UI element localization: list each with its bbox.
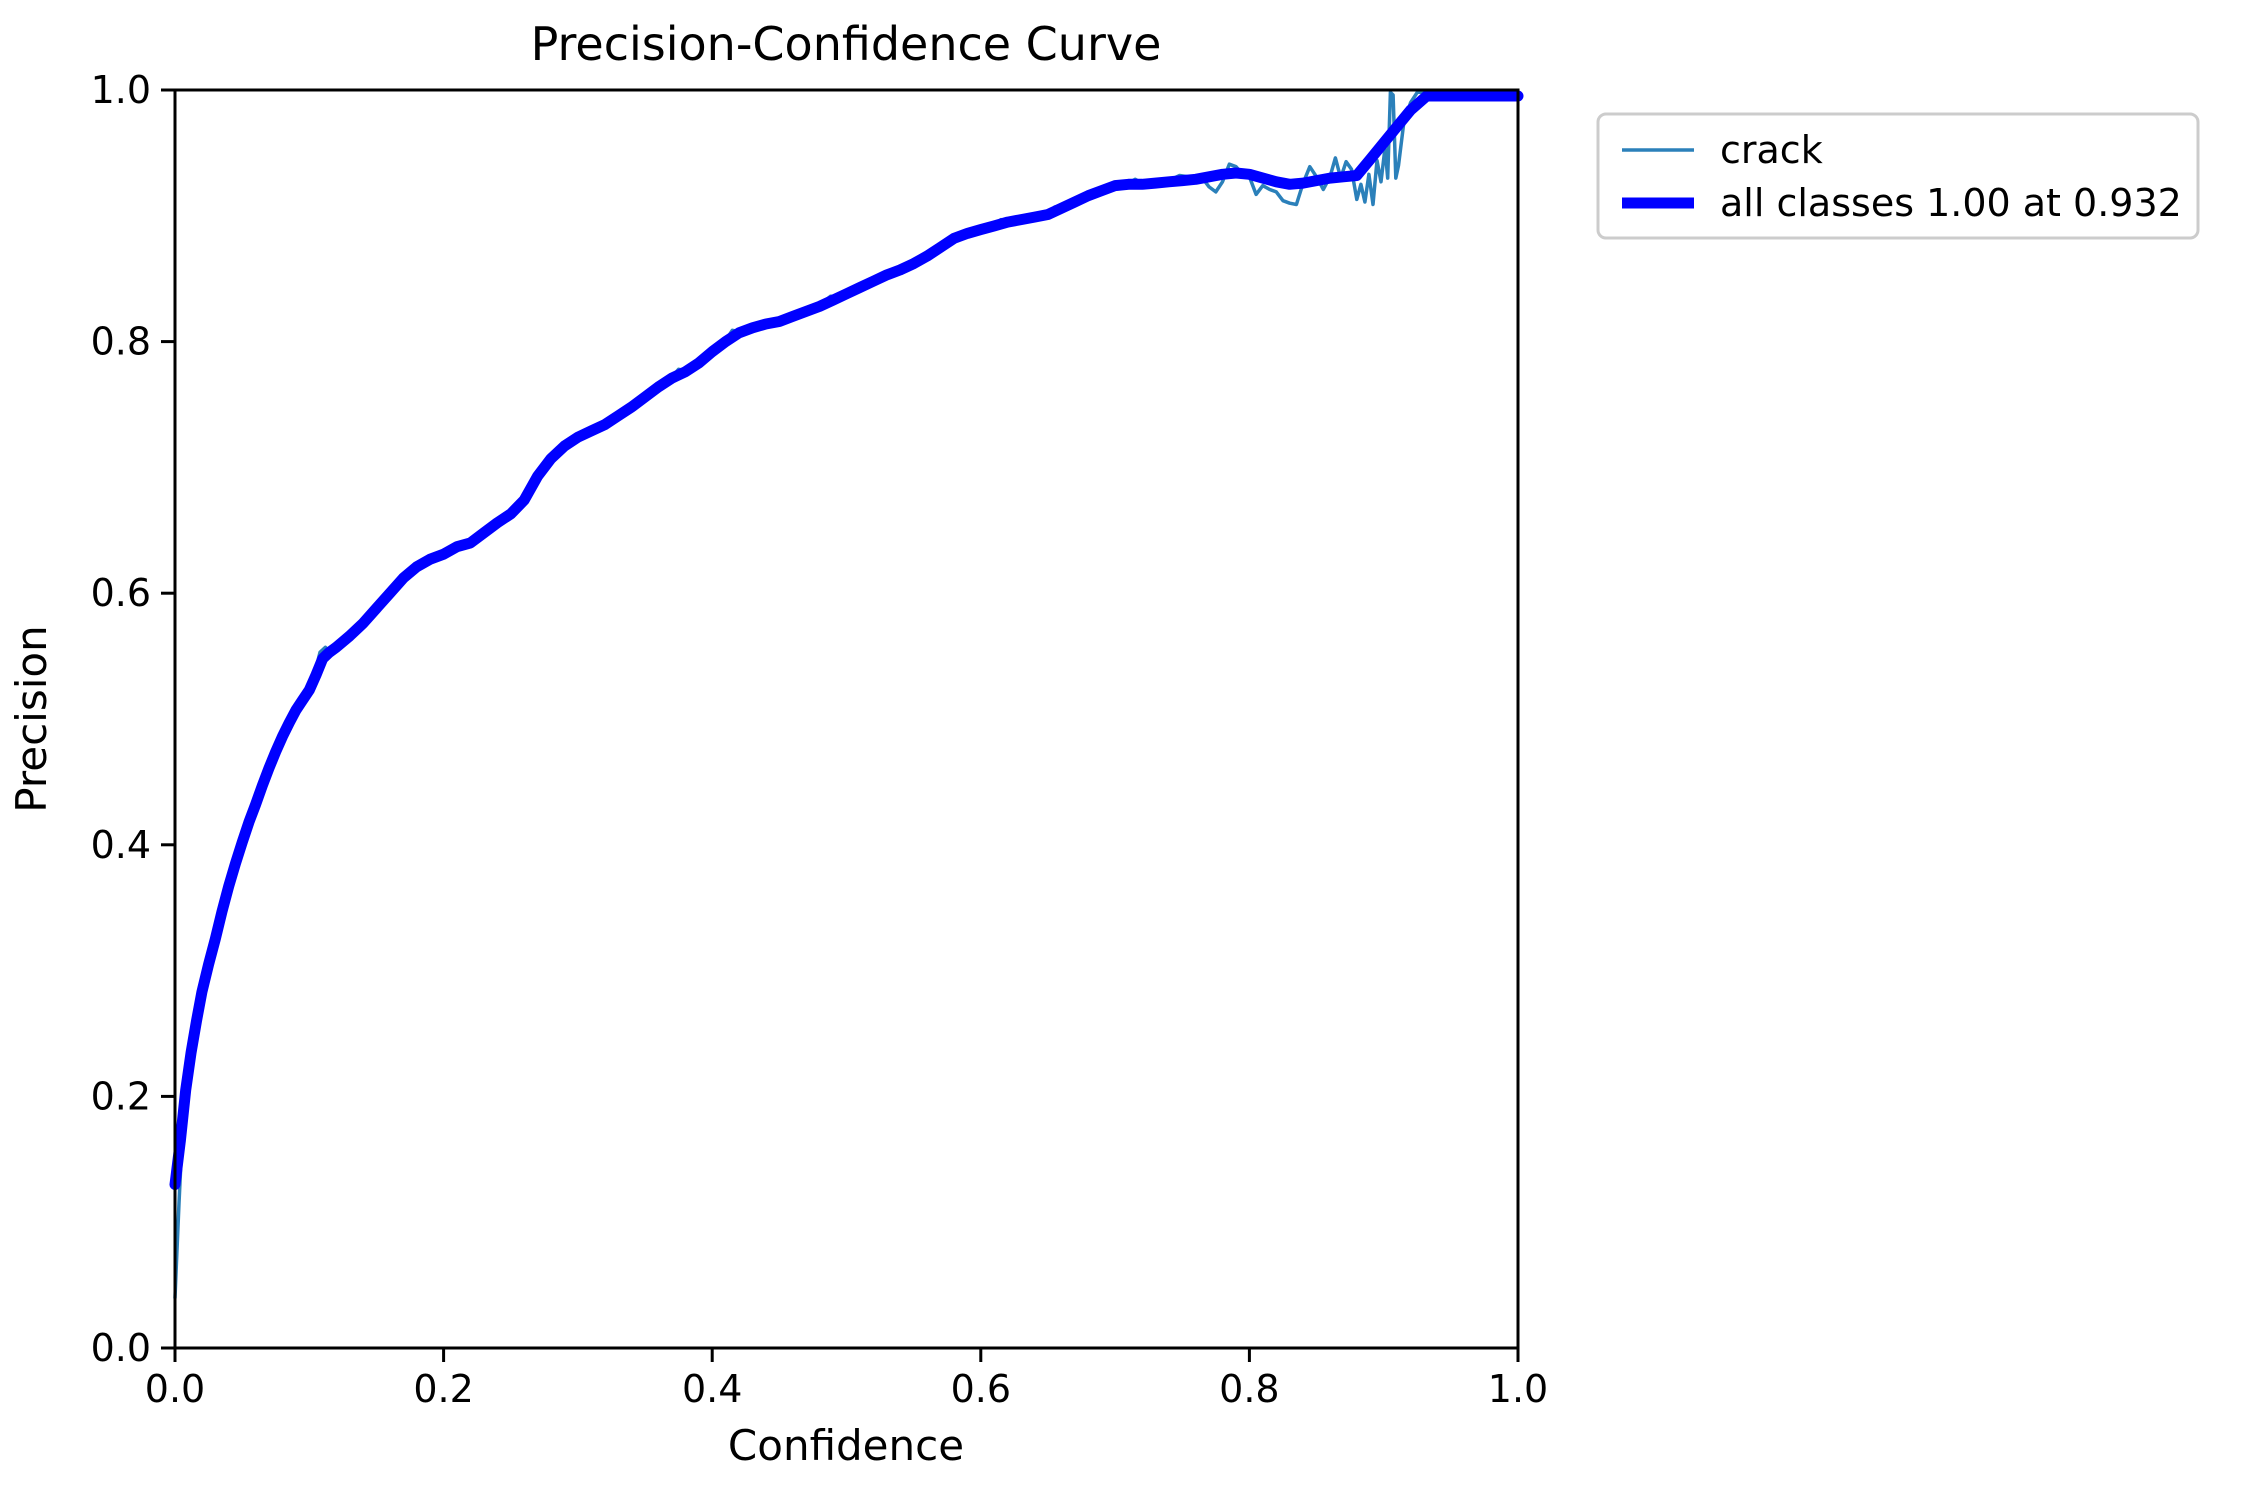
x-axis-label: Confidence — [728, 1421, 964, 1470]
y-axis-label: Precision — [7, 625, 56, 812]
ticks-layer: 0.0 0.2 0.4 0.6 0.8 1.0 0.0 0.2 0.4 0.6 0.8 1.0 — [91, 68, 1549, 1411]
y-tick-label: 0.4 — [91, 823, 151, 867]
legend: crack all classes 1.00 at 0.932 — [1596, 112, 2200, 240]
chart-title: Precision-Confidence Curve — [531, 17, 1162, 71]
legend-label-all-classes: all classes 1.00 at 0.932 — [1720, 181, 2182, 225]
x-tick-label: 0.4 — [682, 1367, 742, 1411]
legend-box — [1596, 112, 2200, 240]
y-tick-label: 0.2 — [91, 1074, 151, 1118]
x-tick-label: 0.6 — [951, 1367, 1011, 1411]
series-layer — [169, 90, 1524, 1300]
y-tick-label: 0.0 — [91, 1326, 151, 1370]
x-tick-label: 0.2 — [413, 1367, 473, 1411]
y-tick-label: 0.8 — [91, 320, 151, 364]
legend-label-crack: crack — [1720, 128, 1823, 172]
x-tick-label: 0.8 — [1219, 1367, 1279, 1411]
plot-border — [173, 88, 1520, 1350]
x-tick-label: 1.0 — [1488, 1367, 1548, 1411]
y-tick-label: 1.0 — [91, 68, 151, 112]
y-tick-label: 0.6 — [91, 571, 151, 615]
x-tick-label: 0.0 — [145, 1367, 205, 1411]
series-line-crack — [173, 90, 1520, 1300]
series-line-all-classes — [169, 90, 1524, 1190]
